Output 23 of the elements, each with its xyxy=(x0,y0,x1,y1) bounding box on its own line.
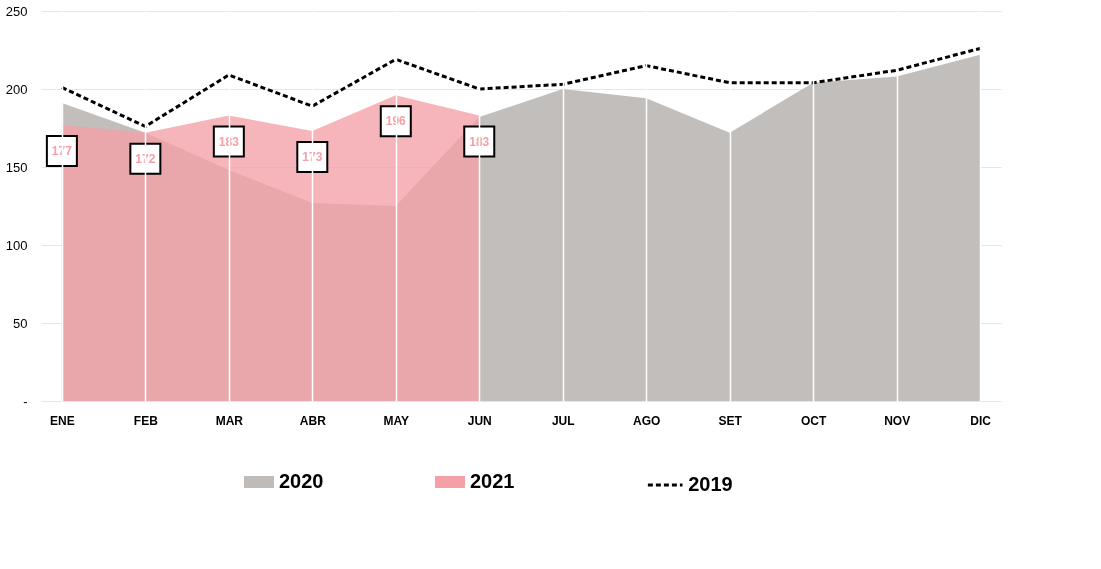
y-tick-label: - xyxy=(23,393,28,409)
legend-label: 2019 xyxy=(688,473,733,495)
legend-label: 2020 xyxy=(279,470,324,492)
y-tick-label: 150 xyxy=(5,159,28,175)
x-tick-label: FEB xyxy=(133,413,159,428)
line-series xyxy=(60,46,982,128)
y-tick-label: 100 xyxy=(5,237,28,253)
x-tick-label: ABR xyxy=(299,413,327,428)
x-tick-label: SET xyxy=(718,413,743,428)
x-tick-label: NOV xyxy=(884,413,911,428)
data-label: 183 xyxy=(469,134,490,149)
x-tick-label: JUN xyxy=(467,413,492,428)
y-tick-label: 250 xyxy=(5,3,28,19)
x-tick-label: ENE xyxy=(50,413,75,428)
x-tick-label: MAY xyxy=(383,413,410,428)
x-tick-label: MAR xyxy=(215,413,244,428)
y-tick-label: 50 xyxy=(13,315,28,331)
x-tick-label: DIC xyxy=(970,413,992,428)
x-tick-label: OCT xyxy=(801,413,827,428)
x-tick-label: AGO xyxy=(633,413,661,428)
y-tick-label: 200 xyxy=(5,81,28,97)
legend-label: 2021 xyxy=(470,470,515,492)
x-tick-label: JUL xyxy=(551,413,575,428)
